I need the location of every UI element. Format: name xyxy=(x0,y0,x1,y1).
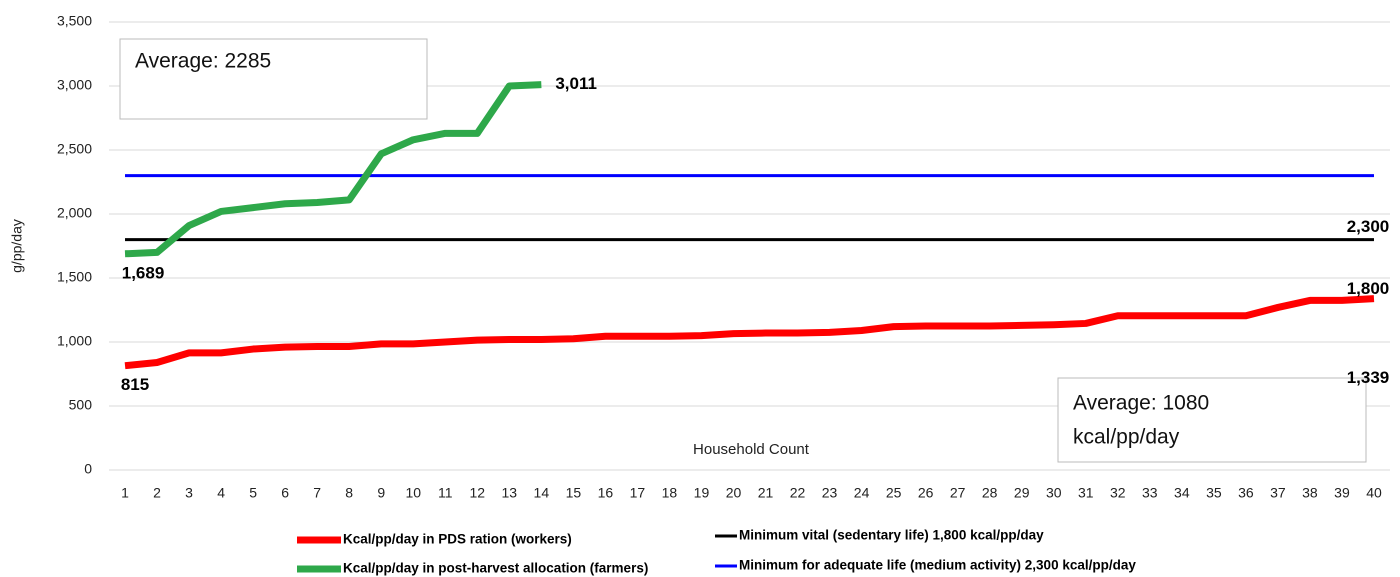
x-tick-label: 7 xyxy=(313,485,321,501)
legend-label: Minimum vital (sedentary life) 1,800 kca… xyxy=(739,528,1044,543)
annotation: Average: 1080 xyxy=(1073,392,1209,415)
y-tick-label: 1,500 xyxy=(57,269,92,285)
y-tick-label: 2,000 xyxy=(57,205,92,221)
x-tick-label: 3 xyxy=(185,485,193,501)
data-label: 3,011 xyxy=(555,74,597,93)
x-tick-label: 6 xyxy=(281,485,289,501)
x-tick-label: 2 xyxy=(153,485,161,501)
legend-label: Kcal/pp/day in post-harvest allocation (… xyxy=(343,561,648,576)
x-tick-label: 38 xyxy=(1302,485,1318,501)
x-tick-label: 37 xyxy=(1270,485,1286,501)
data-label: 1,339 xyxy=(1347,368,1390,387)
legend-label: Minimum for adequate life (medium activi… xyxy=(739,558,1136,573)
x-tick-label: 18 xyxy=(662,485,678,501)
y-tick-label: 3,500 xyxy=(57,13,92,29)
x-tick-label: 11 xyxy=(438,485,453,501)
x-tick-label: 12 xyxy=(469,485,485,501)
x-tick-label: 39 xyxy=(1334,485,1350,501)
x-tick-label: 28 xyxy=(982,485,998,501)
legend-label: Kcal/pp/day in PDS ration (workers) xyxy=(343,532,572,547)
y-tick-label: 3,000 xyxy=(57,77,92,93)
x-tick-label: 27 xyxy=(950,485,966,501)
x-tick-label: 14 xyxy=(534,485,550,501)
x-tick-label: 9 xyxy=(377,485,385,501)
annotation: kcal/pp/day xyxy=(1073,426,1180,449)
data-label: 2,300 xyxy=(1347,217,1390,236)
annotation-box xyxy=(1057,377,1367,463)
line-series xyxy=(124,295,1375,370)
annotation-box xyxy=(119,38,428,120)
data-label: 1,800 xyxy=(1347,279,1390,298)
x-tick-label: 19 xyxy=(694,485,710,501)
x-tick-label: 8 xyxy=(345,485,353,501)
x-tick-label: 16 xyxy=(598,485,614,501)
x-tick-label: 15 xyxy=(566,485,582,501)
y-tick-label: 0 xyxy=(84,461,92,477)
x-tick-label: 34 xyxy=(1174,485,1190,501)
x-tick-label: 23 xyxy=(822,485,838,501)
x-tick-label: 1 xyxy=(121,485,129,501)
x-tick-label: 36 xyxy=(1238,485,1254,501)
x-tick-label: 32 xyxy=(1110,485,1126,501)
y-tick-label: 500 xyxy=(69,397,93,413)
x-tick-label: 22 xyxy=(790,485,806,501)
annotation: Average: 2285 xyxy=(135,50,271,73)
x-tick-label: 17 xyxy=(630,485,646,501)
x-tick-label: 10 xyxy=(405,485,421,501)
x-tick-label: 5 xyxy=(249,485,257,501)
x-tick-label: 26 xyxy=(918,485,934,501)
x-tick-label: 30 xyxy=(1046,485,1062,501)
x-tick-label: 33 xyxy=(1142,485,1158,501)
y-tick-label: 1,000 xyxy=(57,333,92,349)
y-tick-label: 2,500 xyxy=(57,141,92,157)
y-axis-label: g/pp/day xyxy=(9,219,25,273)
x-tick-label: 24 xyxy=(854,485,870,501)
x-tick-label: 35 xyxy=(1206,485,1222,501)
x-tick-label: 25 xyxy=(886,485,902,501)
x-tick-label: 29 xyxy=(1014,485,1030,501)
data-label: 815 xyxy=(121,375,149,394)
x-tick-label: 20 xyxy=(726,485,742,501)
x-tick-label: 31 xyxy=(1078,485,1094,501)
x-tick-label: 13 xyxy=(502,485,518,501)
line-series xyxy=(124,81,542,258)
x-tick-label: 40 xyxy=(1366,485,1382,501)
x-tick-label: 4 xyxy=(217,485,225,501)
data-label: 1,689 xyxy=(122,263,165,282)
x-tick-label: 21 xyxy=(758,485,774,501)
x-axis-label: Household Count xyxy=(693,441,810,458)
